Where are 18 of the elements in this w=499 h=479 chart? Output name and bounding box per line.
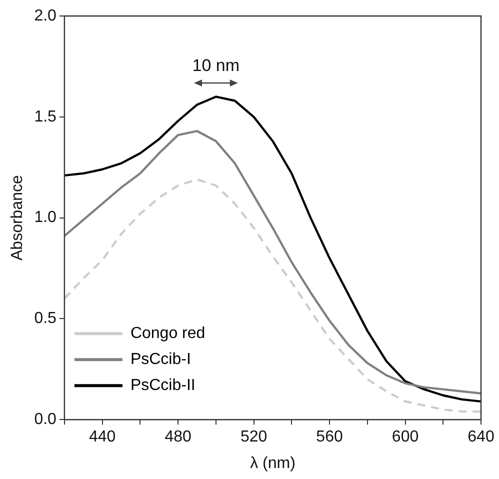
- annotation: 10 nm: [192, 56, 240, 75]
- legend-label: Congo red: [130, 325, 206, 342]
- y-tick-label: 1.0: [34, 209, 57, 226]
- x-tick-label: 600: [392, 428, 419, 446]
- legend-label: PsCcib-II: [130, 377, 196, 394]
- x-tick-label: 520: [240, 428, 268, 446]
- y-tick-label: 0.5: [34, 310, 57, 328]
- y-axis-title: Absorbance: [9, 175, 26, 260]
- line-series: [64, 178, 481, 413]
- y-tick-label: 0.0: [34, 411, 57, 428]
- y-tick-label: 1.5: [34, 108, 57, 126]
- legend-label: PsCcib-I: [130, 351, 191, 368]
- x-tick-label: 560: [316, 428, 343, 446]
- x-axis-title: λ (nm): [250, 454, 296, 472]
- y-tick-label: 2.0: [34, 7, 57, 24]
- x-tick-label: 440: [88, 428, 116, 446]
- x-tick-label: 480: [164, 428, 192, 446]
- x-tick-label: 640: [468, 428, 494, 446]
